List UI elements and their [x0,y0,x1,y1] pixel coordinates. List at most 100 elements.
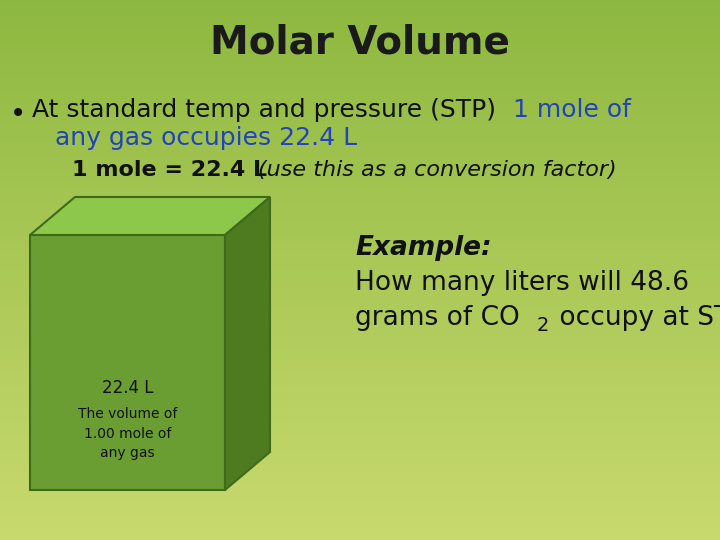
Bar [0,132,720,136]
Bar [0,472,720,476]
Bar [0,224,720,228]
Bar [0,524,720,528]
Bar [0,383,720,387]
Bar [0,43,720,47]
Bar [0,481,720,484]
Bar [0,427,720,430]
Bar [0,267,720,271]
Bar [0,213,720,217]
Bar [0,502,720,506]
Bar [0,402,720,406]
Bar [0,362,720,366]
Bar [0,256,720,260]
Text: The volume of
1.00 mole of
any gas: The volume of 1.00 mole of any gas [78,407,177,461]
Bar [0,367,720,371]
Bar [0,510,720,514]
Bar [0,424,720,428]
Bar [0,105,720,109]
Bar [0,400,720,403]
Bar [0,62,720,66]
Bar [0,151,720,155]
Bar [0,94,720,98]
Bar [0,232,720,236]
Bar [0,70,720,74]
Bar [0,392,720,395]
Bar [0,329,720,333]
Bar [0,86,720,90]
Bar [0,491,720,495]
Bar [0,259,720,263]
Bar [0,437,720,441]
Bar [0,305,720,309]
Bar [0,97,720,101]
Text: any gas occupies 22.4 L: any gas occupies 22.4 L [55,126,357,150]
Bar [0,513,720,517]
Bar [0,508,720,511]
Bar [0,205,720,209]
Bar [0,192,720,195]
Bar [0,386,720,390]
Bar [0,421,720,425]
Bar [0,348,720,352]
Bar [0,202,720,206]
Bar [0,273,720,276]
Bar [0,68,720,71]
Bar [0,316,720,320]
Bar [0,186,720,190]
Bar [0,459,720,463]
Bar [0,359,720,363]
Bar [0,176,720,179]
Text: 2: 2 [537,316,549,335]
Bar [0,135,720,139]
Bar [0,500,720,503]
Bar [0,143,720,147]
Bar [0,470,720,474]
Bar [0,146,720,150]
Bar [0,373,720,376]
Bar [0,443,720,447]
Bar [0,408,720,411]
Bar [0,521,720,525]
Bar [0,122,720,125]
Bar [0,5,720,9]
Bar [0,448,720,452]
Bar [0,89,720,93]
Bar [0,308,720,312]
Bar [0,497,720,501]
Bar [0,418,720,422]
Bar [0,100,720,104]
Bar [0,116,720,120]
Bar [0,526,720,530]
Bar [0,238,720,241]
Bar [0,235,720,239]
Bar [0,78,720,82]
Text: How many liters will 48.6: How many liters will 48.6 [355,270,689,296]
Bar [0,456,720,460]
Bar [0,246,720,249]
Bar [0,478,720,482]
Bar [0,14,720,17]
Bar [0,208,720,212]
Bar [0,270,720,274]
Bar [0,251,720,255]
Bar [0,81,720,85]
Text: Example:: Example: [355,235,492,261]
Bar [0,265,720,268]
Bar [0,49,720,52]
Bar [0,319,720,322]
Bar [0,494,720,498]
Text: Molar Volume: Molar Volume [210,23,510,61]
Bar [0,221,720,225]
Bar [0,0,720,4]
Bar [0,370,720,374]
Bar [0,127,720,131]
Bar [0,429,720,433]
Bar [0,327,720,330]
Bar [0,340,720,344]
Bar [0,30,720,33]
Bar [0,275,720,279]
Bar [0,211,720,214]
Bar [0,173,720,177]
Bar [0,405,720,409]
Bar [0,532,720,536]
